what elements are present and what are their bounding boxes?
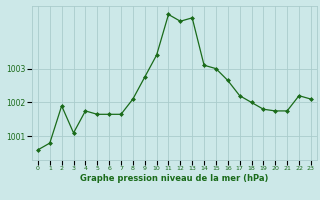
X-axis label: Graphe pression niveau de la mer (hPa): Graphe pression niveau de la mer (hPa) <box>80 174 268 183</box>
